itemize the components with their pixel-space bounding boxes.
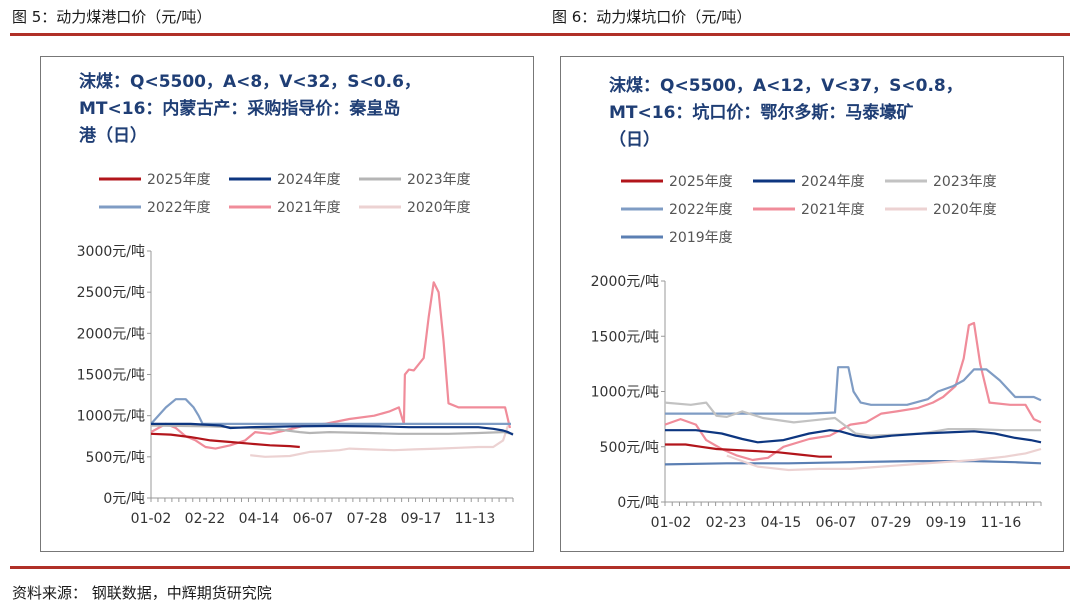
legend-label: 2022年度 bbox=[669, 202, 733, 218]
y-tick-label: 0元/吨 bbox=[617, 495, 659, 511]
series-line bbox=[665, 366, 1042, 415]
legend-label: 2021年度 bbox=[801, 202, 865, 218]
legend-label: 2019年度 bbox=[669, 230, 733, 246]
top-divider bbox=[10, 33, 1070, 36]
y-tick-label: 3000元/吨 bbox=[77, 244, 145, 260]
figure-5-caption: 图 5：动力煤港口价（元/吨） bbox=[12, 8, 212, 26]
legend-label: 2022年度 bbox=[147, 200, 211, 216]
chart-5-title-line: MT<16：内蒙古产：采购指导价：秦皇岛 bbox=[79, 98, 400, 119]
x-tick-label: 02-22 bbox=[185, 511, 226, 527]
x-tick-label: 07-28 bbox=[347, 511, 388, 527]
legend-label: 2020年度 bbox=[407, 200, 471, 216]
chart-mine-price: 沫煤：Q<5500，A<12，V<37，S<0.8， MT<16：坑口价：鄂尔多斯… bbox=[591, 75, 1042, 531]
x-tick-label: 11-16 bbox=[981, 515, 1022, 531]
x-tick-label: 07-29 bbox=[871, 515, 912, 531]
x-tick-label: 02-23 bbox=[706, 515, 747, 531]
chart-panel-mine-price: 沫煤：Q<5500，A<12，V<37，S<0.8， MT<16：坑口价：鄂尔多斯… bbox=[560, 56, 1064, 552]
x-tick-label: 01-02 bbox=[131, 511, 172, 527]
legend-label: 2023年度 bbox=[933, 174, 997, 190]
legend-label: 2024年度 bbox=[277, 172, 341, 188]
legend-label: 2023年度 bbox=[407, 172, 471, 188]
bottom-divider bbox=[10, 566, 1070, 569]
legend-label: 2020年度 bbox=[933, 202, 997, 218]
y-tick-label: 2000元/吨 bbox=[591, 274, 659, 290]
y-tick-label: 1500元/吨 bbox=[591, 329, 659, 345]
chart-panel-port-price: 沫煤：Q<5500，A<8，V<32，S<0.6， MT<16：内蒙古产：采购指导… bbox=[40, 56, 534, 552]
x-tick-label: 06-07 bbox=[293, 511, 334, 527]
series-line bbox=[250, 425, 510, 458]
series-line bbox=[664, 401, 1041, 437]
y-tick-label: 500元/吨 bbox=[600, 440, 659, 456]
y-tick-label: 2500元/吨 bbox=[77, 285, 145, 301]
legend-label: 2025年度 bbox=[669, 174, 733, 190]
source-note: 资料来源： 钢联数据，中辉期货研究院 bbox=[12, 584, 272, 602]
series-line bbox=[665, 443, 832, 458]
x-tick-label: 11-13 bbox=[455, 511, 496, 527]
legend-label: 2024年度 bbox=[801, 174, 865, 190]
y-tick-label: 1000元/吨 bbox=[591, 385, 659, 401]
chart-6-title-line: （日） bbox=[609, 129, 660, 150]
series-line bbox=[664, 460, 1042, 466]
series-line bbox=[150, 432, 300, 449]
series-line bbox=[665, 429, 1042, 444]
x-tick-label: 09-17 bbox=[401, 511, 442, 527]
x-tick-label: 06-07 bbox=[816, 515, 857, 531]
y-tick-label: 1000元/吨 bbox=[77, 409, 145, 425]
x-tick-label: 04-14 bbox=[239, 511, 280, 527]
y-tick-label: 500元/吨 bbox=[86, 450, 145, 466]
x-tick-label: 04-15 bbox=[761, 515, 802, 531]
series-line bbox=[150, 281, 512, 450]
x-tick-label: 01-02 bbox=[651, 515, 692, 531]
chart-5-title-line: 沫煤：Q<5500，A<8，V<32，S<0.6， bbox=[79, 71, 421, 92]
y-tick-label: 1500元/吨 bbox=[77, 368, 145, 384]
series-line bbox=[664, 321, 1042, 462]
y-tick-label: 2000元/吨 bbox=[77, 326, 145, 342]
legend-label: 2021年度 bbox=[277, 200, 341, 216]
x-tick-label: 09-19 bbox=[926, 515, 967, 531]
chart-6-title-line: MT<16：坑口价：鄂尔多斯：马泰壕矿 bbox=[609, 102, 913, 123]
y-tick-label: 0元/吨 bbox=[103, 491, 145, 507]
figure-6-caption: 图 6：动力煤坑口价（元/吨） bbox=[552, 8, 752, 26]
series-line bbox=[150, 398, 511, 425]
chart-5-title-line: 港（日） bbox=[79, 125, 147, 146]
chart-6-title-line: 沫煤：Q<5500，A<12，V<37，S<0.8， bbox=[609, 75, 963, 96]
series-line bbox=[726, 447, 1042, 472]
chart-port-price: 沫煤：Q<5500，A<8，V<32，S<0.6， MT<16：内蒙古产：采购指导… bbox=[77, 71, 514, 527]
series-line bbox=[151, 422, 514, 436]
legend-label: 2025年度 bbox=[147, 172, 211, 188]
